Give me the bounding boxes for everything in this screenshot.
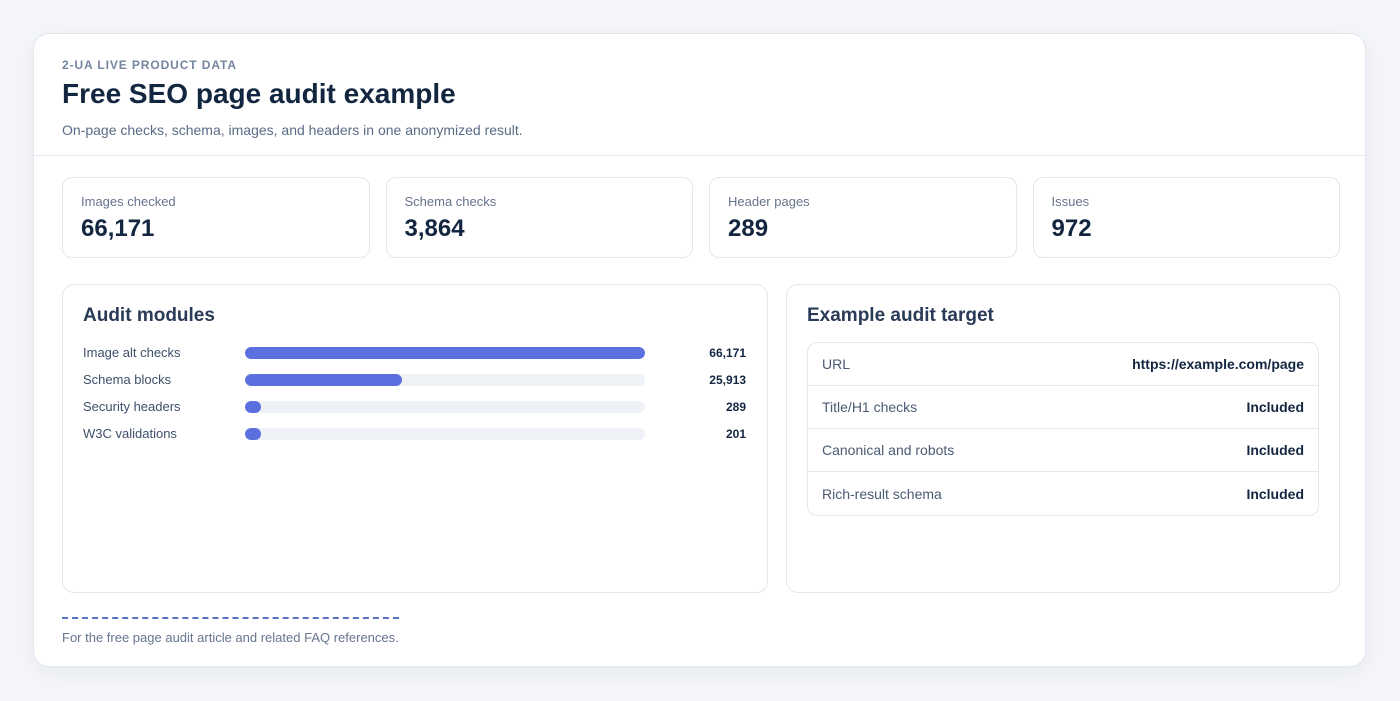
footer-note: For the free page audit article and rela…: [62, 630, 399, 645]
module-row-image-alt: Image alt checks 66,171: [83, 339, 747, 366]
target-value: Included: [1246, 485, 1304, 502]
target-row-title-h1: Title/H1 checks Included: [808, 386, 1318, 429]
stats-row: Images checked 66,171 Schema checks 3,86…: [62, 177, 1340, 258]
card-header: 2-UA LIVE PRODUCT DATA Free SEO page aud…: [34, 34, 1365, 156]
stat-value: 66,171: [81, 215, 155, 242]
stat-header-pages: Header pages 289: [709, 177, 1017, 258]
module-bar-track: [245, 346, 645, 359]
target-key: Title/H1 checks: [822, 399, 918, 415]
audit-modules-panel: Audit modules Image alt checks 66,171 Sc…: [62, 284, 768, 593]
target-row-canonical: Canonical and robots Included: [808, 429, 1318, 472]
module-value: 201: [725, 426, 746, 441]
module-value: 66,171: [709, 345, 746, 360]
module-row-security: Security headers 289: [83, 393, 747, 420]
module-label: Security headers: [83, 399, 181, 414]
eyebrow-label: 2-UA LIVE PRODUCT DATA: [62, 58, 237, 72]
audit-target-table: URL https://example.com/page Title/H1 ch…: [807, 342, 1319, 516]
module-value: 289: [725, 399, 746, 414]
stat-label: Issues: [1051, 194, 1090, 209]
stat-value: 972: [1051, 215, 1092, 242]
module-label: W3C validations: [83, 426, 177, 441]
stat-value: 3,864: [404, 215, 465, 242]
target-value: https://example.com/page: [1132, 356, 1304, 372]
stat-schema-checks: Schema checks 3,864: [385, 177, 693, 258]
target-key: Rich-result schema: [822, 485, 942, 502]
module-bar-track: [245, 373, 645, 386]
target-row-url: URL https://example.com/page: [808, 343, 1318, 386]
module-row-w3c: W3C validations 201: [83, 420, 747, 447]
module-label: Image alt checks: [83, 345, 181, 360]
target-key: Canonical and robots: [822, 442, 955, 458]
audit-card: 2-UA LIVE PRODUCT DATA Free SEO page aud…: [33, 33, 1366, 667]
audit-target-title: Example audit target: [807, 305, 994, 326]
footer-divider: [62, 617, 399, 619]
module-bar-fill: [245, 346, 645, 359]
stat-label: Schema checks: [404, 194, 497, 209]
module-bar-track: [245, 427, 645, 440]
stat-value: 289: [728, 215, 769, 242]
target-row-schema: Rich-result schema Included: [808, 472, 1318, 515]
audit-modules-title: Audit modules: [83, 305, 215, 326]
stat-images-checked: Images checked 66,171: [62, 177, 370, 258]
module-bar-fill: [245, 427, 261, 440]
module-row-schema: Schema blocks 25,913: [83, 366, 747, 393]
stat-label: Header pages: [728, 194, 810, 209]
module-bar-track: [245, 400, 645, 413]
stat-label: Images checked: [81, 194, 176, 209]
module-value: 25,913: [709, 372, 746, 387]
page-subtitle: On-page checks, schema, images, and head…: [62, 122, 523, 138]
target-value: Included: [1246, 442, 1304, 458]
target-value: Included: [1246, 399, 1304, 415]
module-bars: Image alt checks 66,171 Schema blocks 25…: [83, 339, 747, 447]
module-label: Schema blocks: [83, 372, 172, 387]
target-key: URL: [822, 356, 851, 372]
stat-issues: Issues 972: [1032, 177, 1340, 258]
module-bar-fill: [245, 400, 261, 413]
audit-target-panel: Example audit target URL https://example…: [786, 284, 1340, 593]
module-bar-fill: [245, 373, 402, 386]
page-title: Free SEO page audit example: [62, 78, 456, 109]
